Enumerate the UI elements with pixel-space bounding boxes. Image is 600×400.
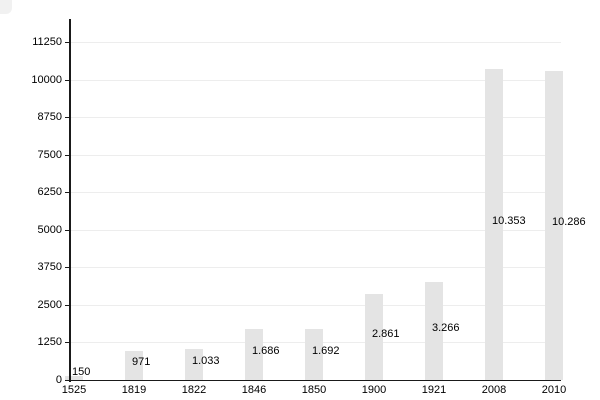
- x-axis-label: 1850: [301, 384, 327, 396]
- y-axis-tick: [65, 304, 70, 306]
- x-axis-label: 2008: [481, 384, 507, 396]
- bar: [185, 349, 203, 380]
- bar: [425, 282, 443, 380]
- x-axis-label: 1822: [181, 384, 207, 396]
- y-axis-label: 7500: [37, 148, 62, 161]
- y-axis-tick: [65, 379, 70, 381]
- gridline: [70, 304, 561, 306]
- x-axis-label: 1525: [61, 384, 87, 396]
- y-axis-label: 10000: [31, 73, 62, 86]
- y-axis-line: [69, 19, 71, 382]
- gridline: [70, 117, 561, 118]
- y-axis-tick: [65, 79, 70, 81]
- y-axis-label: 5000: [37, 223, 62, 236]
- gridline: [70, 154, 561, 156]
- x-axis-label: 1900: [361, 384, 387, 396]
- y-axis-tick: [65, 267, 70, 268]
- bar-value-label: 3.266: [432, 321, 460, 334]
- bar-value-label: 10.353: [492, 215, 526, 228]
- y-axis-tick: [65, 229, 70, 231]
- x-axis-label: 1921: [421, 384, 447, 396]
- x-axis-line: [69, 379, 561, 381]
- gridline: [70, 79, 561, 81]
- x-axis-label: 2010: [541, 384, 567, 396]
- bar-value-label: 1.686: [252, 345, 280, 358]
- bar: [365, 294, 383, 380]
- y-axis-tick: [65, 192, 70, 193]
- bar-value-label: 150: [72, 365, 91, 378]
- y-axis-label: 3750: [37, 261, 62, 273]
- bar: [125, 350, 143, 380]
- bar-value-label: 10.286: [552, 216, 586, 229]
- y-axis-tick: [65, 42, 70, 43]
- bar: [245, 329, 263, 380]
- y-axis-label: 2500: [37, 298, 62, 311]
- bar-value-label: 2.861: [372, 327, 400, 340]
- corner-artifact: [0, 0, 12, 14]
- bar-value-label: 1.033: [192, 355, 220, 367]
- y-axis-tick: [65, 154, 70, 156]
- bar-value-label: 971: [132, 355, 151, 368]
- gridline: [70, 192, 561, 193]
- bar: [65, 375, 83, 380]
- y-axis-tick: [65, 342, 70, 343]
- y-axis-label: 0: [55, 373, 62, 386]
- x-axis-label: 1846: [241, 384, 267, 396]
- x-axis-label: 1819: [121, 384, 147, 396]
- y-axis-label: 11250: [32, 36, 62, 48]
- bar: [485, 69, 503, 380]
- y-axis-label: 6250: [37, 186, 62, 198]
- gridline: [70, 42, 561, 43]
- bar-value-label: 1.692: [312, 345, 340, 358]
- y-axis-tick: [65, 117, 70, 118]
- gridline: [70, 229, 561, 231]
- y-axis-label: 1250: [37, 336, 62, 348]
- gridline: [70, 267, 561, 268]
- bar: [305, 329, 323, 380]
- bar: [545, 71, 563, 380]
- y-axis-label: 8750: [37, 111, 62, 123]
